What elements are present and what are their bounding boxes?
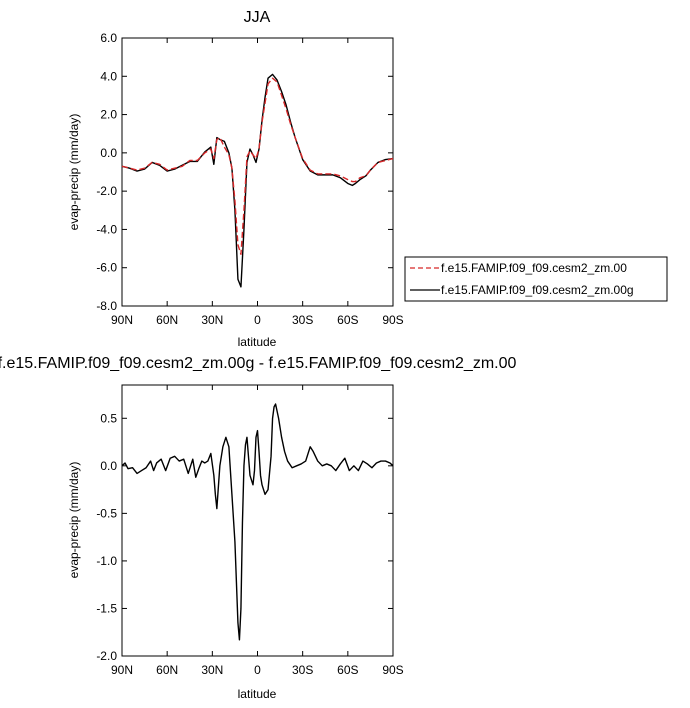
- panel-top-x-tick-label-5: 60S: [337, 313, 358, 327]
- panel-top-x-tick-label-3: 0: [254, 313, 261, 327]
- panel-bottom-x-tick-label-2: 30N: [201, 663, 223, 677]
- panel-top-y-tick-label-3: 0.0: [100, 146, 117, 160]
- panel-bottom-x-tick-label-5: 60S: [337, 663, 358, 677]
- panel-bottom-plot-frame: [121, 384, 394, 657]
- legend-label-series-1: f.e15.FAMIP.f09_f09.cesm2_zm.00: [441, 261, 627, 275]
- panel-top-series-line-1: [121, 77, 394, 256]
- legend-label-series-2: f.e15.FAMIP.f09_f09.cesm2_zm.00g: [441, 283, 634, 297]
- panel-top-x-axis: 90N 60N 30N 0 30S 60S 90S: [111, 38, 404, 327]
- panel-bottom-y-axis: 0.5 0.0 -0.5 -1.0 -1.5 -2.0: [96, 411, 393, 663]
- panel-bottom-x-tick-label-0: 90N: [111, 663, 133, 677]
- panel-top-x-tick-label-6: 90S: [382, 313, 403, 327]
- panel-top-y-tick-label-2: 2.0: [100, 108, 117, 122]
- panel-top-series-line-2: [121, 73, 394, 288]
- panel-bottom-x-tick-label-3: 0: [254, 663, 261, 677]
- legend-box: [404, 256, 668, 302]
- panel-bottom-y-tick-label-4: -1.5: [96, 601, 117, 615]
- panel-bottom-title: f.e15.FAMIP.f09_f09.cesm2_zm.00g - f.e15…: [0, 355, 517, 372]
- panel-bottom: f.e15.FAMIP.f09_f09.cesm2_zm.00g - f.e15…: [0, 355, 517, 701]
- panel-top-x-tick-label-4: 30S: [292, 313, 313, 327]
- panel-top-legend: f.e15.FAMIP.f09_f09.cesm2_zm.00 f.e15.FA…: [404, 256, 668, 302]
- panel-top-x-tick-label-0: 90N: [111, 313, 133, 327]
- panel-bottom-y-tick-label-2: -0.5: [96, 506, 117, 520]
- panel-bottom-y-tick-label-1: 0.0: [100, 459, 117, 473]
- panel-top-y-tick-label-5: -4.0: [96, 222, 117, 236]
- panel-bottom-y-tick-label-0: 0.5: [100, 411, 117, 425]
- panel-top-y-tick-label-4: -2.0: [96, 184, 117, 198]
- panel-bottom-x-tick-label-4: 30S: [292, 663, 313, 677]
- panel-top-y-tick-label-1: 4.0: [100, 69, 117, 83]
- panel-bottom-series-group: [121, 403, 394, 641]
- panel-bottom-series-line-1: [121, 403, 394, 641]
- panel-bottom-x-tick-label-6: 90S: [382, 663, 403, 677]
- panel-top-y-tick-label-7: -8.0: [96, 299, 117, 313]
- panel-top-x-axis-label: latitude: [238, 335, 277, 349]
- panel-top-plot-frame: [121, 37, 394, 307]
- panel-bottom-y-tick-label-5: -2.0: [96, 649, 117, 663]
- panel-top-y-tick-label-0: 6.0: [100, 31, 117, 45]
- panel-top-y-axis: 6.0 4.0 2.0 0.0 -2.0 -4.0 -6.0 -8.0: [96, 31, 393, 313]
- panel-bottom-x-tick-label-1: 60N: [156, 663, 178, 677]
- panel-top-y-tick-label-6: -6.0: [96, 261, 117, 275]
- panel-top: JJA 6.0 4.0 2.0 0.0 -2.0 -4.0 -6.0 -8.0 90N 60N 3…: [67, 9, 668, 349]
- panel-bottom-x-axis: 90N 60N 30N 0 30S 60S 90S: [111, 385, 404, 677]
- panel-top-series-group: [121, 73, 394, 288]
- panel-top-title: JJA: [244, 9, 271, 26]
- panel-bottom-y-axis-label: evap-precip (mm/day): [67, 462, 81, 579]
- panel-bottom-y-tick-label-3: -1.0: [96, 554, 117, 568]
- panel-bottom-x-axis-label: latitude: [238, 687, 277, 701]
- panel-top-y-axis-label: evap-precip (mm/day): [67, 114, 81, 231]
- panel-top-x-tick-label-1: 60N: [156, 313, 178, 327]
- panel-top-x-tick-label-2: 30N: [201, 313, 223, 327]
